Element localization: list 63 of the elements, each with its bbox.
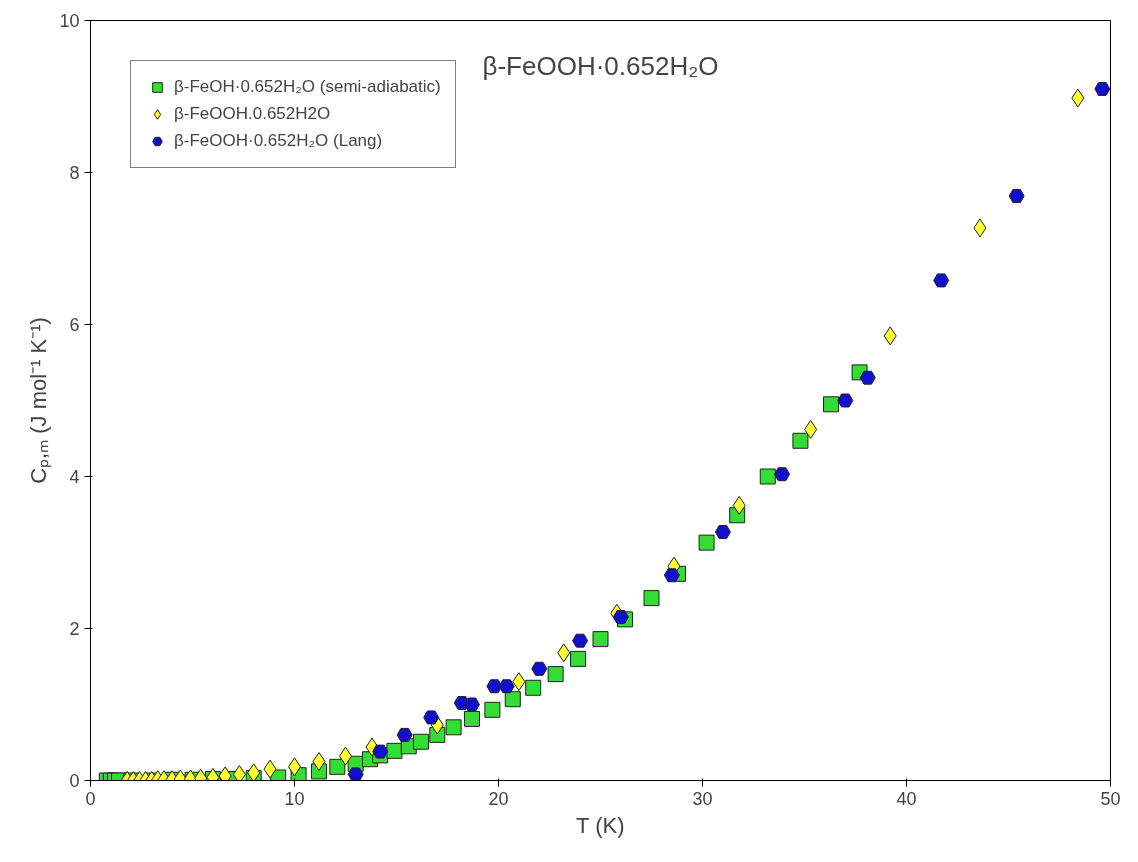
y-tick-label: 0 xyxy=(69,771,80,791)
point xyxy=(714,524,731,539)
point xyxy=(484,701,501,718)
point xyxy=(329,758,346,775)
point xyxy=(557,643,571,663)
legend-label: β-FeOH·0.652H₂O (semi-adiabatic) xyxy=(174,77,441,97)
y-axis-title: Cₚ,ₘ (J mol⁻¹ K⁻¹) xyxy=(26,317,53,484)
x-tick-label: 10 xyxy=(284,788,305,809)
point xyxy=(973,218,987,238)
point xyxy=(933,273,950,288)
y-tick-label: 8 xyxy=(69,163,80,183)
point xyxy=(372,744,389,759)
point xyxy=(572,633,589,648)
point xyxy=(312,752,326,771)
point xyxy=(347,767,364,781)
point xyxy=(1071,88,1085,108)
point xyxy=(263,759,277,779)
text: β-FeOOH·0.652H₂O xyxy=(482,50,719,81)
x-tick-label: 40 xyxy=(896,788,917,809)
point xyxy=(498,679,515,694)
point xyxy=(792,432,809,449)
point xyxy=(396,727,413,742)
point xyxy=(837,393,854,408)
point xyxy=(1094,81,1111,96)
y-tick-label: 2 xyxy=(69,619,80,639)
point xyxy=(612,610,629,625)
point xyxy=(531,661,548,676)
point xyxy=(823,396,840,413)
point xyxy=(504,691,521,708)
point xyxy=(883,326,897,346)
point xyxy=(423,710,440,725)
y-tick-label: 6 xyxy=(69,315,80,335)
point xyxy=(525,679,542,696)
point xyxy=(859,370,876,385)
point xyxy=(804,419,818,439)
point xyxy=(643,590,660,607)
point xyxy=(247,763,261,781)
point xyxy=(1008,189,1025,204)
x-tick-label: 50 xyxy=(1100,788,1121,809)
point xyxy=(486,679,503,694)
legend-label: β-FeOOH.0.652H2O xyxy=(174,104,331,124)
point xyxy=(445,719,462,736)
point xyxy=(663,568,680,583)
point xyxy=(412,733,429,750)
point xyxy=(732,495,746,515)
x-tick-label: 30 xyxy=(692,788,713,809)
x-tick-label: 0 xyxy=(85,788,96,809)
point xyxy=(512,672,526,692)
legend-label: β-FeOOH·0.652H₂O (Lang) xyxy=(174,131,383,151)
point xyxy=(232,764,246,781)
point xyxy=(592,631,609,648)
x-axis-title: T (K) xyxy=(576,812,625,838)
y-tick-label: 4 xyxy=(69,467,80,487)
point xyxy=(570,650,587,667)
point xyxy=(386,742,403,759)
point xyxy=(463,710,480,727)
x-tick-label: 20 xyxy=(488,788,509,809)
point xyxy=(547,666,564,683)
point xyxy=(774,467,791,482)
point xyxy=(698,534,715,551)
point xyxy=(463,697,480,712)
y-tick-label: 10 xyxy=(59,11,80,31)
point xyxy=(759,468,776,485)
